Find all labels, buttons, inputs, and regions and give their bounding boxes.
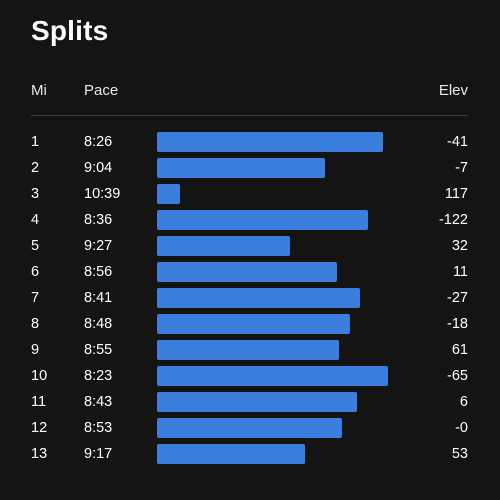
split-pace: 8:56 xyxy=(84,264,113,280)
split-elevation: 32 xyxy=(451,238,468,254)
split-elevation: -41 xyxy=(447,134,468,150)
split-pace-bar-track xyxy=(157,132,397,152)
split-pace-bar-track xyxy=(157,314,397,334)
split-pace-bar xyxy=(157,314,350,334)
split-pace: 8:48 xyxy=(84,316,113,332)
split-pace-bar-track xyxy=(157,392,397,412)
split-elevation: -27 xyxy=(447,290,468,306)
split-elevation: -122 xyxy=(438,212,468,228)
split-pace: 9:17 xyxy=(84,446,113,462)
split-pace: 8:41 xyxy=(84,290,113,306)
split-elevation: -0 xyxy=(455,420,468,436)
split-row: 3 10:39 117 xyxy=(0,181,500,207)
split-row: 9 8:55 61 xyxy=(0,337,500,363)
split-mile: 3 xyxy=(31,186,40,202)
split-row: 2 9:04 -7 xyxy=(0,155,500,181)
split-elevation: -65 xyxy=(447,368,468,384)
split-elevation: 53 xyxy=(451,446,468,462)
split-pace-bar-track xyxy=(157,262,397,282)
split-mile: 10 xyxy=(31,368,48,384)
split-row: 13 9:17 53 xyxy=(0,441,500,467)
split-mile: 8 xyxy=(31,316,40,332)
split-row: 1 8:26 -41 xyxy=(0,129,500,155)
split-elevation: -18 xyxy=(447,316,468,332)
split-pace-bar xyxy=(157,132,383,152)
header-divider xyxy=(31,115,468,116)
split-mile: 1 xyxy=(31,134,40,150)
split-pace: 8:43 xyxy=(84,394,113,410)
split-row: 4 8:36 -122 xyxy=(0,207,500,233)
split-pace-bar-track xyxy=(157,184,397,204)
split-pace-bar xyxy=(157,158,325,178)
split-mile: 2 xyxy=(31,160,40,176)
split-pace-bar xyxy=(157,262,337,282)
split-row: 5 9:27 32 xyxy=(0,233,500,259)
split-pace-bar xyxy=(157,236,290,256)
split-mile: 11 xyxy=(31,394,47,410)
split-pace-bar xyxy=(157,340,339,360)
split-pace: 8:36 xyxy=(84,212,113,228)
split-elevation: 11 xyxy=(452,264,468,280)
split-row: 12 8:53 -0 xyxy=(0,415,500,441)
column-header-elev: Elev xyxy=(438,82,468,99)
splits-header: Mi Pace Elev xyxy=(0,80,500,102)
page-title: Splits xyxy=(31,15,109,46)
split-elevation: 117 xyxy=(444,186,468,202)
split-pace: 9:04 xyxy=(84,160,113,176)
split-pace-bar xyxy=(157,392,357,412)
split-pace: 8:23 xyxy=(84,368,113,384)
split-row: 7 8:41 -27 xyxy=(0,285,500,311)
split-row: 8 8:48 -18 xyxy=(0,311,500,337)
split-pace-bar xyxy=(157,418,342,438)
split-pace-bar-track xyxy=(157,210,397,230)
split-elevation: 61 xyxy=(451,342,468,358)
split-pace: 9:27 xyxy=(84,238,113,254)
split-pace-bar xyxy=(157,210,368,230)
split-pace-bar-track xyxy=(157,158,397,178)
split-pace-bar-track xyxy=(157,366,397,386)
split-mile: 6 xyxy=(31,264,40,280)
split-pace-bar-track xyxy=(157,288,397,308)
split-mile: 9 xyxy=(31,342,40,358)
split-pace-bar-track xyxy=(157,444,397,464)
splits-list: 1 8:26 -41 2 9:04 -7 3 10:39 117 4 8:36 -122 5 9:27 32… xyxy=(0,129,500,467)
split-row: 6 8:56 11 xyxy=(0,259,500,285)
split-pace: 10:39 xyxy=(84,186,121,202)
split-pace-bar xyxy=(157,366,388,386)
split-elevation: -7 xyxy=(455,160,468,176)
split-elevation: 6 xyxy=(459,394,468,410)
split-pace: 8:26 xyxy=(84,134,113,150)
split-mile: 5 xyxy=(31,238,40,254)
split-mile: 12 xyxy=(31,420,48,436)
split-pace-bar xyxy=(157,444,305,464)
column-header-mi: Mi xyxy=(31,82,47,99)
split-pace: 8:55 xyxy=(84,342,113,358)
split-mile: 7 xyxy=(31,290,40,306)
split-pace: 8:53 xyxy=(84,420,113,436)
split-pace-bar xyxy=(157,288,360,308)
split-pace-bar xyxy=(157,184,180,204)
split-pace-bar-track xyxy=(157,340,397,360)
split-pace-bar-track xyxy=(157,418,397,438)
split-mile: 4 xyxy=(31,212,40,228)
column-header-pace: Pace xyxy=(84,82,119,99)
split-pace-bar-track xyxy=(157,236,397,256)
split-row: 11 8:43 6 xyxy=(0,389,500,415)
split-row: 10 8:23 -65 xyxy=(0,363,500,389)
split-mile: 13 xyxy=(31,446,48,462)
